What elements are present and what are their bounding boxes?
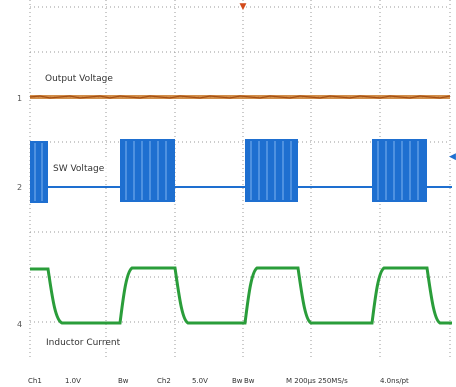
inductor-current-label: Inductor Current xyxy=(46,338,121,348)
trace-sw-voltage xyxy=(30,139,452,203)
ch1-bw: Bw xyxy=(118,377,129,385)
output-voltage-label: Output Voltage xyxy=(45,74,113,84)
ch2-marker: 2 xyxy=(17,183,22,192)
ch2-bw: Bw xyxy=(232,377,243,385)
ch4-marker: 4 xyxy=(17,320,22,329)
trigger-arrow-icon: ◀ xyxy=(449,152,456,162)
ch1-marker: 1 xyxy=(17,94,22,103)
sw-voltage-label: SW Voltage xyxy=(53,164,105,174)
ch2-name: Ch2 xyxy=(157,377,171,385)
timebase: M 200µs 250MS/s xyxy=(286,377,348,385)
ch2-scale: 5.0V xyxy=(192,377,208,385)
trace-inductor-current xyxy=(30,266,452,325)
trace-output-voltage xyxy=(29,95,451,99)
ch1-name: Ch1 xyxy=(28,377,42,385)
trigger-position-icon: ▼ xyxy=(240,2,247,12)
ch4-bw: Bw xyxy=(244,377,255,385)
status-bar: Ch1 1.0V Bw Ch2 5.0V Bw Bw M 200µs 250MS… xyxy=(28,377,409,385)
ch4-scale: 4.0ns/pt xyxy=(380,377,409,385)
ch1-scale: 1.0V xyxy=(65,377,81,385)
